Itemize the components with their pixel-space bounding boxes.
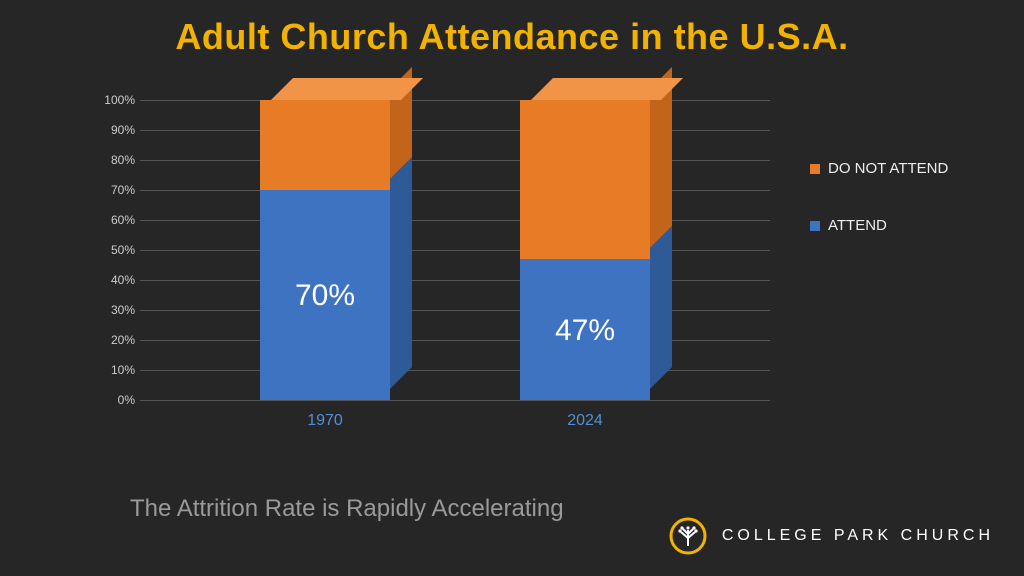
y-tick-label: 40% [90, 273, 135, 287]
legend-swatch [810, 221, 820, 231]
y-tick-label: 60% [90, 213, 135, 227]
grid-line [140, 220, 770, 221]
legend-item: ATTEND [810, 217, 948, 234]
bar-front-not-attend [260, 100, 390, 190]
bar-side-attend [390, 157, 412, 389]
y-tick-label: 90% [90, 123, 135, 137]
grid-line [140, 100, 770, 101]
y-tick-label: 30% [90, 303, 135, 317]
legend-swatch [810, 164, 820, 174]
bar-group: 70% [260, 100, 390, 400]
chart-container: 0%10%20%30%40%50%60%70%80%90%100% 70%47%… [90, 100, 770, 430]
footer-logo: COLLEGE PARK CHURCH [668, 516, 994, 556]
grid-line [140, 280, 770, 281]
tree-icon [668, 516, 708, 556]
legend: DO NOT ATTEND ATTEND [810, 160, 948, 274]
legend-item: DO NOT ATTEND [810, 160, 948, 177]
bar-front-not-attend [520, 100, 650, 259]
legend-label: ATTEND [828, 217, 887, 234]
y-tick-label: 10% [90, 363, 135, 377]
y-tick-label: 50% [90, 243, 135, 257]
x-category-label: 1970 [260, 412, 390, 430]
grid-line [140, 190, 770, 191]
y-tick-label: 70% [90, 183, 135, 197]
grid-line [140, 310, 770, 311]
chart-plot: 70% 47% [140, 100, 770, 400]
bar-top-cap [531, 78, 683, 100]
page-title: Adult Church Attendance in the U.S.A. [0, 0, 1024, 58]
bar-top-cap [271, 78, 423, 100]
subtitle: The Attrition Rate is Rapidly Accelerati… [130, 495, 564, 523]
bar-group: 47% [520, 100, 650, 400]
x-category-label: 2024 [520, 412, 650, 430]
grid-line [140, 400, 770, 401]
y-tick-label: 0% [90, 393, 135, 407]
grid-line [140, 370, 770, 371]
grid-line [140, 160, 770, 161]
footer-org-name: COLLEGE PARK CHURCH [722, 527, 994, 545]
legend-label: DO NOT ATTEND [828, 160, 948, 177]
y-tick-label: 100% [90, 93, 135, 107]
grid-line [140, 340, 770, 341]
y-tick-label: 20% [90, 333, 135, 347]
y-tick-label: 80% [90, 153, 135, 167]
bar-value-label: 70% [260, 279, 390, 313]
grid-line [140, 250, 770, 251]
bar-value-label: 47% [520, 314, 650, 348]
grid-line [140, 130, 770, 131]
bar-side-attend [650, 226, 672, 389]
